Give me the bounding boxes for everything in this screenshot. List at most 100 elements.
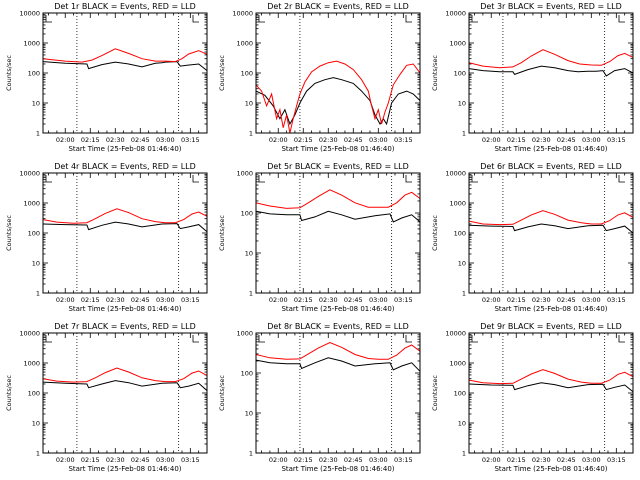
x-axis-label: Start Time (25-Feb-08 01:46:40): [68, 305, 181, 313]
detector-plot-6: Det 6r BLACK = Events, RED = LLD Counts/s…: [431, 162, 634, 313]
detector-plot-3: Det 3r BLACK = Events, RED = LLD Counts/s…: [431, 2, 634, 153]
y-tick-label: 10: [32, 100, 40, 108]
y-tick-label: 1: [249, 290, 253, 298]
x-tick-label: 02:00: [482, 456, 501, 464]
plot-frame: [468, 172, 634, 294]
events-series-line: [43, 221, 207, 233]
y-tick-label: 1000: [23, 40, 40, 48]
y-tick-label: 10: [458, 100, 466, 108]
x-tick-label: 03:00: [582, 456, 601, 464]
x-tick-label: 03:00: [369, 296, 388, 304]
y-axis-label: Counts/sec: [5, 375, 13, 411]
corner-marker-left: [471, 175, 478, 183]
x-tick-label: 03:15: [394, 456, 413, 464]
y-tick-label: 1000: [23, 200, 40, 208]
lld-series-line: [469, 369, 633, 385]
y-tick-label: 1000: [236, 40, 253, 48]
x-tick-label: 03:15: [607, 136, 626, 144]
lld-series-line: [256, 341, 420, 360]
x-tick-label: 02:00: [482, 136, 501, 144]
x-tick-label: 02:30: [532, 136, 551, 144]
corner-marker: [192, 15, 199, 23]
y-tick-label: 10: [245, 410, 253, 418]
detector-plot-8: Det 8r BLACK = Events, RED = LLD Counts/s…: [218, 322, 421, 473]
corner-marker-left: [258, 15, 265, 23]
x-tick-label: 02:15: [294, 296, 313, 304]
x-tick-label: 02:00: [269, 136, 288, 144]
plot-title: Det 6r BLACK = Events, RED = LLD: [480, 162, 622, 171]
x-tick-label: 02:45: [131, 456, 150, 464]
y-tick-label: 10000: [445, 10, 466, 18]
events-series-line: [469, 382, 633, 393]
plot-title: Det 3r BLACK = Events, RED = LLD: [480, 2, 622, 11]
corner-marker: [405, 175, 412, 183]
y-tick-label: 100: [241, 370, 253, 378]
x-tick-label: 02:15: [81, 296, 100, 304]
x-tick-label: 02:45: [344, 296, 363, 304]
x-axis-label: Start Time (25-Feb-08 01:46:40): [281, 465, 394, 473]
x-tick-label: 02:30: [319, 136, 338, 144]
y-tick-label: 10000: [445, 170, 466, 178]
y-axis-ticks: [43, 172, 208, 294]
y-axis-label: Counts/sec: [5, 55, 13, 91]
y-axis-label: Counts/sec: [431, 55, 439, 91]
y-tick-label: 10000: [232, 10, 253, 18]
x-tick-label: 02:45: [344, 136, 363, 144]
y-tick-label: 10: [458, 260, 466, 268]
corner-marker: [618, 175, 625, 183]
y-tick-label: 1: [462, 130, 466, 138]
corner-marker: [405, 335, 412, 343]
plot-frame: [468, 12, 634, 134]
plot-frame: [255, 12, 421, 134]
plot-frame: [468, 332, 634, 454]
y-tick-label: 1000: [449, 200, 466, 208]
y-tick-label: 100: [241, 210, 253, 218]
events-series-line: [469, 223, 633, 234]
y-tick-label: 10: [458, 420, 466, 428]
corner-marker: [618, 15, 625, 23]
corner-marker-left: [45, 335, 52, 343]
x-tick-label: 02:30: [319, 296, 338, 304]
y-tick-label: 1: [462, 450, 466, 458]
y-axis-label: Counts/sec: [218, 215, 226, 251]
x-axis-label: Start Time (25-Feb-08 01:46:40): [68, 145, 181, 153]
x-tick-label: 02:30: [106, 456, 125, 464]
plot-title: Det 5r BLACK = Events, RED = LLD: [267, 162, 409, 171]
x-tick-label: 03:15: [607, 456, 626, 464]
y-tick-label: 100: [28, 390, 40, 398]
x-tick-label: 02:45: [557, 136, 576, 144]
y-tick-label: 10000: [445, 330, 466, 338]
x-tick-label: 03:15: [607, 296, 626, 304]
x-tick-label: 03:15: [394, 296, 413, 304]
corner-marker-left: [471, 15, 478, 23]
lld-series-line: [43, 48, 207, 63]
y-tick-label: 1000: [449, 40, 466, 48]
y-tick-label: 1000: [23, 360, 40, 368]
x-tick-label: 02:45: [131, 296, 150, 304]
plot-title: Det 2r BLACK = Events, RED = LLD: [267, 2, 409, 11]
y-tick-label: 1: [36, 450, 40, 458]
x-tick-label: 02:15: [507, 136, 526, 144]
detector-plot-5: Det 5r BLACK = Events, RED = LLD Counts/s…: [218, 162, 421, 313]
y-axis-label: Counts/sec: [431, 215, 439, 251]
events-series-line: [469, 65, 633, 77]
plot-frame: [255, 332, 421, 454]
y-tick-label: 100: [454, 70, 466, 78]
plot-title: Det 8r BLACK = Events, RED = LLD: [267, 322, 409, 331]
x-tick-label: 02:15: [81, 136, 100, 144]
y-tick-label: 10000: [19, 170, 40, 178]
x-tick-label: 02:15: [294, 136, 313, 144]
y-tick-label: 1: [249, 130, 253, 138]
x-axis-label: Start Time (25-Feb-08 01:46:40): [494, 465, 607, 473]
detector-plot-4: Det 4r BLACK = Events, RED = LLD Counts/s…: [5, 162, 208, 313]
x-axis-label: Start Time (25-Feb-08 01:46:40): [494, 145, 607, 153]
plot-title: Det 1r BLACK = Events, RED = LLD: [54, 2, 196, 11]
corner-marker-left: [471, 335, 478, 343]
x-tick-label: 02:30: [319, 456, 338, 464]
x-tick-label: 03:00: [582, 136, 601, 144]
x-tick-label: 02:00: [269, 296, 288, 304]
plot-title: Det 9r BLACK = Events, RED = LLD: [480, 322, 622, 331]
x-tick-label: 02:00: [56, 456, 75, 464]
x-tick-label: 03:15: [394, 136, 413, 144]
corner-marker-left: [258, 335, 265, 343]
